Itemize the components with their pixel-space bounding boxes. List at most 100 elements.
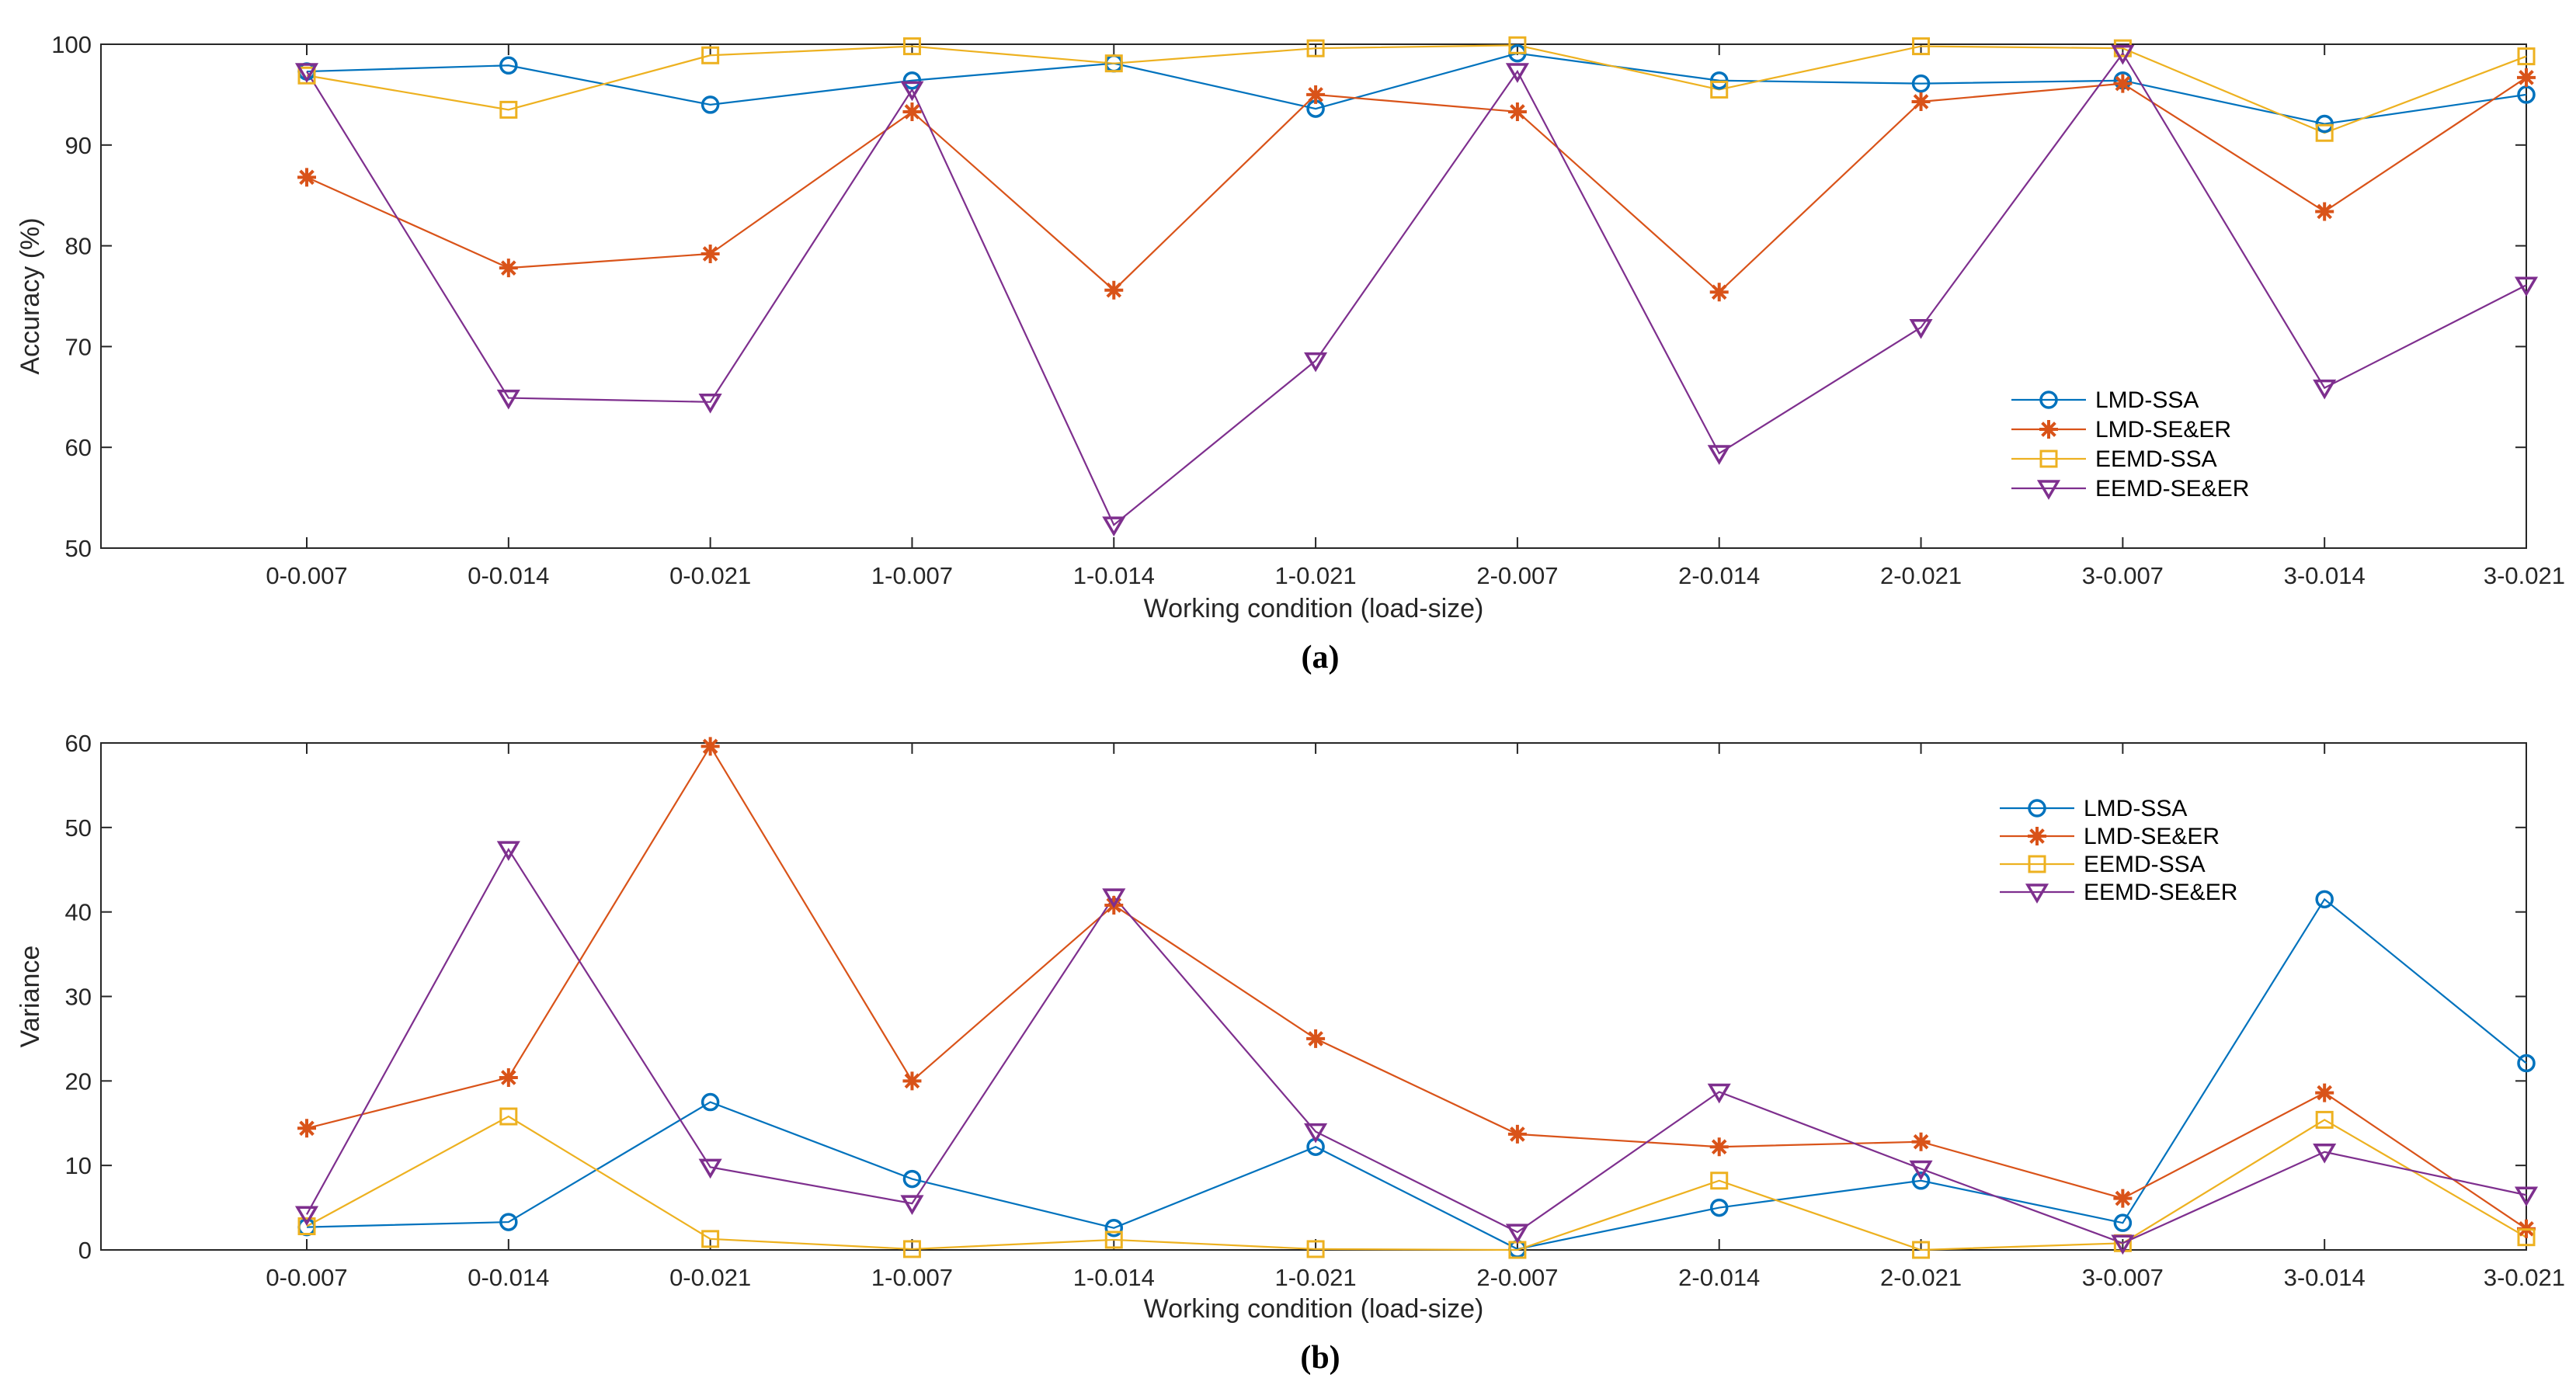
panel-b-xtick-label: 1-0.021 [1275, 1264, 1357, 1291]
panel-a-point-eemd-ssa [2517, 47, 2536, 66]
panel-b-legend-marker [2028, 827, 2046, 845]
panel-b-point-eemd-se-er [2514, 1186, 2539, 1207]
panel-b-ylabel: Variance [16, 946, 45, 1048]
panel-a-series-line-eemd-se-er [306, 51, 2527, 526]
panel-b-ytick-label: 0 [78, 1237, 92, 1264]
panel-b-ytick-label: 50 [65, 814, 92, 842]
panel-b-xtick-label: 2-0.007 [1476, 1264, 1558, 1291]
panel-a-point-eemd-se-er [2313, 379, 2337, 400]
panel-a-point-lmd-se-er [1507, 102, 1527, 121]
panel-a-point-lmd-se-er [1104, 280, 1124, 300]
panel-b-point-eemd-ssa [701, 1230, 720, 1248]
panel-b-legend-label: EEMD-SE&ER [2084, 880, 2237, 905]
panel-b-label: (b) [1300, 1340, 1340, 1376]
panel-b-point-eemd-se-er [900, 1195, 924, 1215]
panel-a-point-eemd-ssa [1710, 80, 1729, 99]
panel-b-point-lmd-ssa [1911, 1172, 1931, 1190]
panel-b-point-lmd-ssa [2315, 890, 2334, 909]
panel-b-point-eemd-se-er [2313, 1144, 2337, 1164]
panel-a-xtick-label: 1-0.007 [871, 562, 953, 589]
panel-a-point-eemd-se-er [900, 81, 924, 102]
panel-a-label: (a) [1302, 640, 1340, 675]
panel-b-point-eemd-ssa [297, 1217, 316, 1236]
panel-b-point-eemd-ssa [499, 1107, 518, 1126]
panel-a-xtick-label: 0-0.014 [468, 562, 549, 589]
panel-b-point-eemd-ssa [1710, 1172, 1729, 1190]
panel-a-point-eemd-ssa [2315, 123, 2334, 142]
panel-b-point-eemd-se-er [1505, 1224, 1529, 1244]
panel-a-point-lmd-se-er [902, 102, 922, 121]
panel-a-legend-label: LMD-SE&ER [2095, 417, 2231, 443]
panel-a-series-line-lmd-se-er [306, 76, 2527, 293]
panel-a-xtick-label: 2-0.021 [1880, 562, 1962, 589]
panel-a-point-lmd-se-er [2517, 68, 2536, 87]
panel-b-point-eemd-se-er [1304, 1123, 1328, 1144]
panel-b-xlabel: Working condition (load-size) [1144, 1294, 1484, 1324]
panel-b-ytick-label: 40 [65, 899, 92, 926]
panel-b-point-eemd-se-er [698, 1158, 722, 1179]
panel-a-point-eemd-ssa [1508, 36, 1527, 54]
panel-b-series-line-lmd-se-er [306, 745, 2527, 1230]
panel-a-legend-marker [2036, 480, 2061, 500]
panel-b-point-eemd-ssa [1104, 1231, 1123, 1249]
panel-b-xtick-label: 1-0.014 [1073, 1264, 1155, 1291]
panel-a-point-lmd-ssa [902, 71, 922, 90]
panel-a-series-line-lmd-ssa [306, 52, 2527, 125]
panel-b-point-lmd-se-er [1709, 1137, 1729, 1157]
panel-b-legend-label: LMD-SE&ER [2084, 824, 2220, 849]
panel-a-point-eemd-se-er [2111, 44, 2135, 65]
panel-a-xtick-label: 2-0.007 [1476, 562, 1558, 589]
panel-b-xtick-label: 2-0.021 [1880, 1264, 1962, 1291]
panel-a-ylabel: Accuracy (%) [16, 217, 45, 374]
panel-b-point-lmd-se-er [297, 1119, 316, 1138]
panel-a-legend-label: EEMD-SSA [2095, 446, 2217, 472]
panel-a-point-eemd-ssa [1912, 37, 1931, 56]
panel-b-point-lmd-se-er [700, 737, 720, 756]
panel-b-xtick-label: 0-0.007 [266, 1264, 347, 1291]
panel-b-legend-marker [2028, 799, 2046, 817]
panel-b-series-line-eemd-ssa [306, 1115, 2527, 1251]
panel-a-point-eemd-ssa [902, 37, 921, 56]
panel-b-xtick-label: 2-0.014 [1678, 1264, 1760, 1291]
panel-b-point-lmd-se-er [2113, 1189, 2133, 1208]
panel-a-point-lmd-se-er [1709, 283, 1729, 302]
panel-a-point-eemd-se-er [1909, 318, 1933, 339]
panel-a-xtick-label: 1-0.021 [1275, 562, 1357, 589]
panel-a-legend-label: LMD-SSA [2095, 387, 2199, 413]
panel-b-xtick-label: 0-0.021 [669, 1264, 751, 1291]
panel-b-point-lmd-se-er [1911, 1132, 1931, 1151]
panel-a-xtick-label: 3-0.007 [2082, 562, 2164, 589]
panel-b-point-lmd-se-er [1507, 1124, 1527, 1144]
panel-b-legend: LMD-SSA LMD-SE&ER EEMD-SSA EEMD-SE&ER [2000, 796, 2237, 905]
panel-a-point-lmd-ssa [1911, 74, 1931, 93]
panel-b-point-eemd-ssa [902, 1240, 921, 1258]
panel-b-xtick-label: 3-0.014 [2284, 1264, 2366, 1291]
panel-b-point-eemd-se-er [1102, 888, 1126, 908]
panel-a-point-eemd-se-er [496, 389, 520, 410]
panel-a-ytick-label: 70 [65, 333, 92, 360]
panel-b-point-lmd-ssa [902, 1169, 922, 1189]
panel-a-xlabel: Working condition (load-size) [1144, 594, 1484, 623]
panel-a-xtick-label: 0-0.007 [266, 562, 347, 589]
panel-a-point-lmd-se-er [2315, 202, 2334, 221]
panel-b-point-eemd-se-er [1909, 1160, 1933, 1181]
panel-b-series-line-eemd-se-er [306, 847, 2527, 1244]
panel-b-point-lmd-se-er [902, 1071, 922, 1091]
panel-a-ytick-label: 80 [65, 233, 92, 260]
panel-b-point-lmd-ssa [1104, 1218, 1124, 1238]
panel-a-point-eemd-ssa [297, 66, 316, 85]
panel-b-point-lmd-se-er [2315, 1083, 2334, 1102]
panel-a-ytick-label: 100 [51, 31, 92, 58]
panel-a-point-eemd-se-er [698, 394, 722, 414]
panel-b-xtick-label: 3-0.021 [2484, 1264, 2565, 1291]
panel-b-xtick-label: 0-0.014 [468, 1264, 549, 1291]
panel-b-point-lmd-ssa [2517, 1054, 2536, 1073]
panel-b-point-eemd-se-er [2111, 1234, 2135, 1255]
panel-b-xtick-label: 1-0.007 [871, 1264, 953, 1291]
panel-b-ytick-label: 20 [65, 1067, 92, 1095]
panel-a-point-eemd-se-er [1304, 352, 1328, 373]
panel-a-point-eemd-ssa [701, 46, 720, 64]
panel-b-point-eemd-ssa [1912, 1241, 1931, 1259]
panel-b-point-lmd-se-er [499, 1067, 518, 1087]
panel-a-point-lmd-ssa [700, 95, 720, 114]
